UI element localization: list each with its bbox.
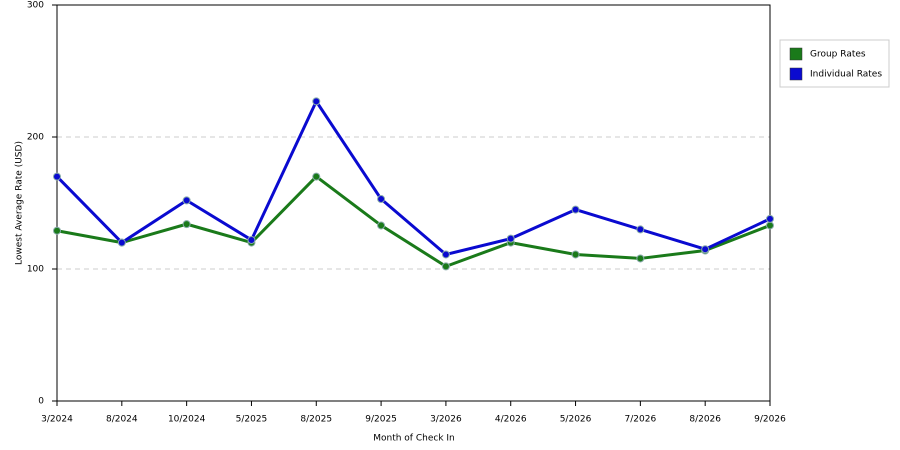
data-point bbox=[312, 97, 321, 106]
series-line bbox=[55, 99, 771, 256]
legend-swatch bbox=[789, 67, 803, 81]
x-tick-label: 9/2026 bbox=[754, 415, 786, 425]
data-point bbox=[247, 235, 256, 244]
data-point bbox=[701, 245, 710, 254]
x-tick-label: 9/2025 bbox=[365, 415, 397, 425]
series-line bbox=[56, 175, 771, 268]
data-point bbox=[182, 196, 191, 205]
data-point bbox=[441, 262, 450, 271]
legend-label: Group Rates bbox=[810, 50, 866, 60]
x-tick-label: 8/2024 bbox=[106, 415, 138, 425]
legend-label: Individual Rates bbox=[810, 70, 882, 80]
x-tick-label: 3/2024 bbox=[41, 415, 73, 425]
data-point bbox=[441, 250, 450, 259]
data-point bbox=[636, 254, 645, 263]
x-tick-label: 5/2025 bbox=[236, 415, 268, 425]
data-point bbox=[53, 172, 61, 181]
data-point bbox=[636, 225, 645, 234]
data-point bbox=[53, 226, 61, 235]
data-point bbox=[117, 238, 126, 247]
data-point bbox=[571, 250, 580, 259]
plot-frame bbox=[56, 4, 771, 402]
y-tick-label: 0 bbox=[38, 397, 44, 407]
data-point bbox=[377, 221, 386, 230]
y-tick-label: 100 bbox=[27, 265, 44, 275]
x-tick-label: 4/2026 bbox=[495, 415, 527, 425]
y-tick-label: 200 bbox=[27, 133, 44, 143]
legend-swatch bbox=[789, 47, 803, 61]
x-tick-label: 8/2025 bbox=[300, 415, 332, 425]
x-tick-label: 7/2026 bbox=[625, 415, 657, 425]
data-point bbox=[377, 195, 386, 204]
y-tick-label: 300 bbox=[27, 1, 44, 11]
data-point bbox=[766, 221, 774, 230]
data-point bbox=[766, 214, 774, 223]
x-tick-label: 3/2026 bbox=[430, 415, 462, 425]
y-axis-label: Lowest Average Rate (USD) bbox=[15, 141, 25, 265]
data-point bbox=[312, 172, 321, 181]
data-point bbox=[506, 234, 515, 243]
data-point bbox=[182, 220, 191, 229]
data-point bbox=[571, 205, 580, 214]
x-tick-label: 5/2026 bbox=[560, 415, 592, 425]
x-axis-label: Month of Check In bbox=[373, 434, 455, 444]
x-tick-label: 10/2024 bbox=[168, 415, 206, 425]
x-tick-label: 8/2026 bbox=[689, 415, 721, 425]
